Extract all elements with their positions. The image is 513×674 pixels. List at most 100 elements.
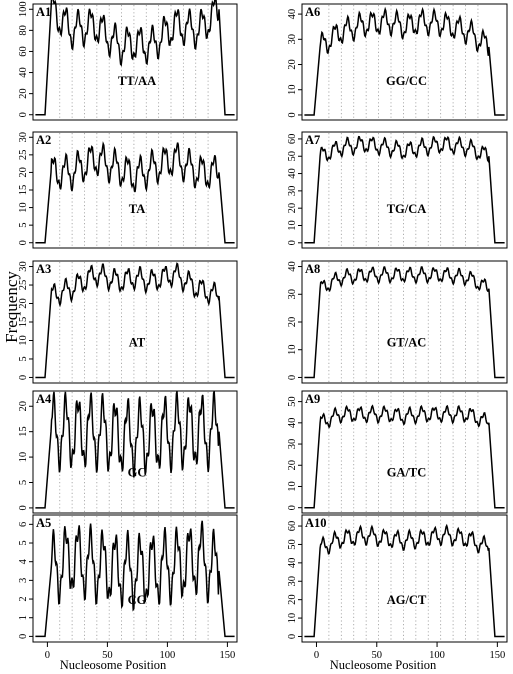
y-tick-label: 10	[18, 202, 29, 213]
x-tick-label: 0	[314, 650, 319, 661]
y-tick-label: 0	[287, 240, 298, 245]
plot-frame	[32, 3, 238, 121]
x-tick-label: 0	[45, 650, 50, 661]
y-tick-label: 4	[18, 558, 29, 564]
y-tick-label: 15	[18, 426, 29, 437]
panel-a4: 0 5 10 15 20 A4 GC	[18, 390, 238, 514]
y-tick-label: 10	[18, 335, 29, 346]
panel-id-label: A5	[36, 516, 51, 530]
annotation-label: TT/AA	[118, 74, 156, 88]
y-tick-label: 30	[287, 439, 298, 450]
y-tick-label: 0	[18, 634, 29, 639]
y-tick-label: 20	[287, 594, 298, 605]
y-tick-label: 5	[18, 223, 29, 228]
y-tick-label: 20	[287, 59, 298, 70]
panel-a1: 0 20 40 60 80 100 A1 TT/AA	[18, 0, 238, 121]
panel-a5: 0 1 2 3 4 5 6 0 50 100 150 A5 CG	[18, 514, 238, 661]
y-tick-label: 0	[18, 375, 29, 380]
y-tick-label: 20	[287, 317, 298, 328]
y-tick-label: 50	[287, 151, 298, 162]
y-tick-label: 15	[18, 185, 29, 196]
panel-id-label: A4	[36, 392, 52, 406]
y-tick-label: 0	[18, 112, 29, 117]
y-tick-label: 40	[287, 168, 298, 179]
y-tick-label: 20	[287, 203, 298, 214]
y-tick-label: 25	[18, 280, 29, 291]
y-tick-label: 15	[18, 317, 29, 328]
x-tick-label: 100	[429, 650, 445, 661]
plot-frame	[32, 390, 238, 514]
panel-id-label: A1	[36, 5, 51, 19]
y-tick-label: 60	[287, 521, 298, 532]
annotation-label: GT/AC	[387, 335, 427, 349]
panel-a8: 0 10 20 30 40 A8 GT/AC	[287, 260, 508, 384]
series-line	[304, 6, 505, 116]
panel-id-label: A2	[36, 133, 51, 147]
y-tick-label: 40	[287, 9, 298, 19]
panel-id-label: A9	[305, 392, 320, 406]
annotation-label: TG/CA	[387, 202, 427, 216]
panel-id-label: A10	[305, 516, 327, 530]
y-tick-label: 0	[287, 505, 298, 510]
series-line	[304, 404, 505, 509]
y-tick-label: 0	[287, 634, 298, 639]
y-tick-label: 5	[18, 540, 29, 545]
y-tick-label: 40	[287, 261, 298, 272]
annotation-label: CG	[128, 593, 147, 607]
x-tick-label: 50	[372, 650, 383, 661]
y-tick-label: 30	[287, 34, 298, 45]
y-tick-label: 20	[18, 88, 29, 99]
y-tick-label: 30	[287, 186, 298, 197]
x-tick-label: 150	[489, 650, 505, 661]
x-axis-label-left: Nucleosome Position	[60, 658, 167, 672]
y-tick-label: 0	[18, 505, 29, 510]
y-tick-label: 60	[287, 134, 298, 145]
x-tick-label: 50	[102, 650, 113, 661]
series-line	[35, 141, 235, 244]
series-line	[35, 391, 235, 509]
annotation-label: GC	[128, 465, 147, 479]
plot-frame	[32, 514, 238, 643]
series-line	[35, 262, 235, 379]
y-tick-label: 10	[287, 220, 298, 231]
panel-a7: 0 10 20 30 40 50 60 A7 TG/CA	[287, 131, 508, 249]
y-tick-label: 5	[18, 356, 29, 361]
annotation-label: GA/TC	[387, 465, 427, 479]
y-tick-label: 3	[18, 578, 29, 583]
y-tick-label: 10	[18, 452, 29, 463]
panel-id-label: A3	[36, 262, 51, 276]
y-tick-label: 50	[287, 539, 298, 550]
annotation-label: GG/CC	[386, 74, 427, 88]
y-tick-label: 30	[287, 576, 298, 587]
panel-id-label: A8	[305, 262, 320, 276]
y-tick-label: 100	[18, 1, 29, 17]
plot-frame	[301, 131, 508, 249]
panel-a6: 0 10 20 30 40 A6 GG/CC	[287, 3, 508, 121]
panel-a10: 0 10 20 30 40 50 60 0 50 100 150 A10 AG/CT	[287, 514, 508, 661]
annotation-label: AT	[129, 335, 146, 349]
y-tick-label: 40	[287, 418, 298, 429]
y-tick-label: 2	[18, 596, 29, 601]
y-tick-label: 20	[18, 401, 29, 412]
series-line	[304, 135, 505, 244]
series-line	[35, 520, 235, 638]
y-tick-label: 20	[18, 167, 29, 178]
y-tick-label: 10	[287, 481, 298, 492]
series-line	[304, 523, 505, 638]
y-axis-label: Frequency	[2, 271, 21, 343]
y-tick-label: 40	[287, 558, 298, 569]
series-line	[304, 266, 505, 379]
panel-a3: 0 5 10 15 20 25 30 A3 AT	[18, 260, 238, 384]
y-tick-label: 30	[287, 289, 298, 300]
plot-frame	[301, 390, 508, 514]
y-tick-label: 25	[18, 150, 29, 161]
panel-a2: 0 5 10 15 20 25 30 A2 TA	[18, 131, 238, 249]
panel-id-label: A7	[305, 133, 320, 147]
x-axis-label-right: Nucleosome Position	[330, 658, 437, 672]
y-tick-label: 6	[18, 522, 29, 527]
y-tick-label: 20	[18, 298, 29, 309]
y-tick-label: 30	[18, 261, 29, 272]
y-tick-label: 0	[287, 375, 298, 380]
